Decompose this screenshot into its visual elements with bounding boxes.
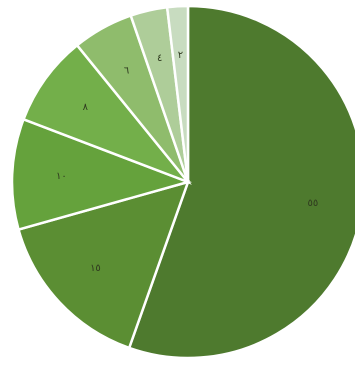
pie-slice-label-3: ١٠ bbox=[56, 171, 67, 182]
pie-slice-1 bbox=[127, 4, 355, 360]
pie-slices bbox=[10, 4, 355, 360]
pie-slice-label-2: ١٥ bbox=[90, 263, 101, 274]
pie-slice-4 bbox=[21, 43, 192, 185]
pie-slice-label-7: ٢ bbox=[178, 50, 183, 61]
pie-labels: ٥٥ ١٥ ١٠ ٨ ٦ ٤ ٢ bbox=[56, 50, 318, 274]
pie-slice-label-5: ٦ bbox=[124, 66, 129, 77]
pie-slice-2 bbox=[16, 180, 190, 350]
pie-slice-label-6: ٤ bbox=[157, 53, 162, 64]
pie-slice-label-1: ٥٥ bbox=[308, 198, 319, 209]
pie-slice-7 bbox=[165, 4, 190, 183]
pie-slice-3 bbox=[10, 117, 192, 232]
pie-slice-label-4: ٨ bbox=[83, 102, 89, 113]
